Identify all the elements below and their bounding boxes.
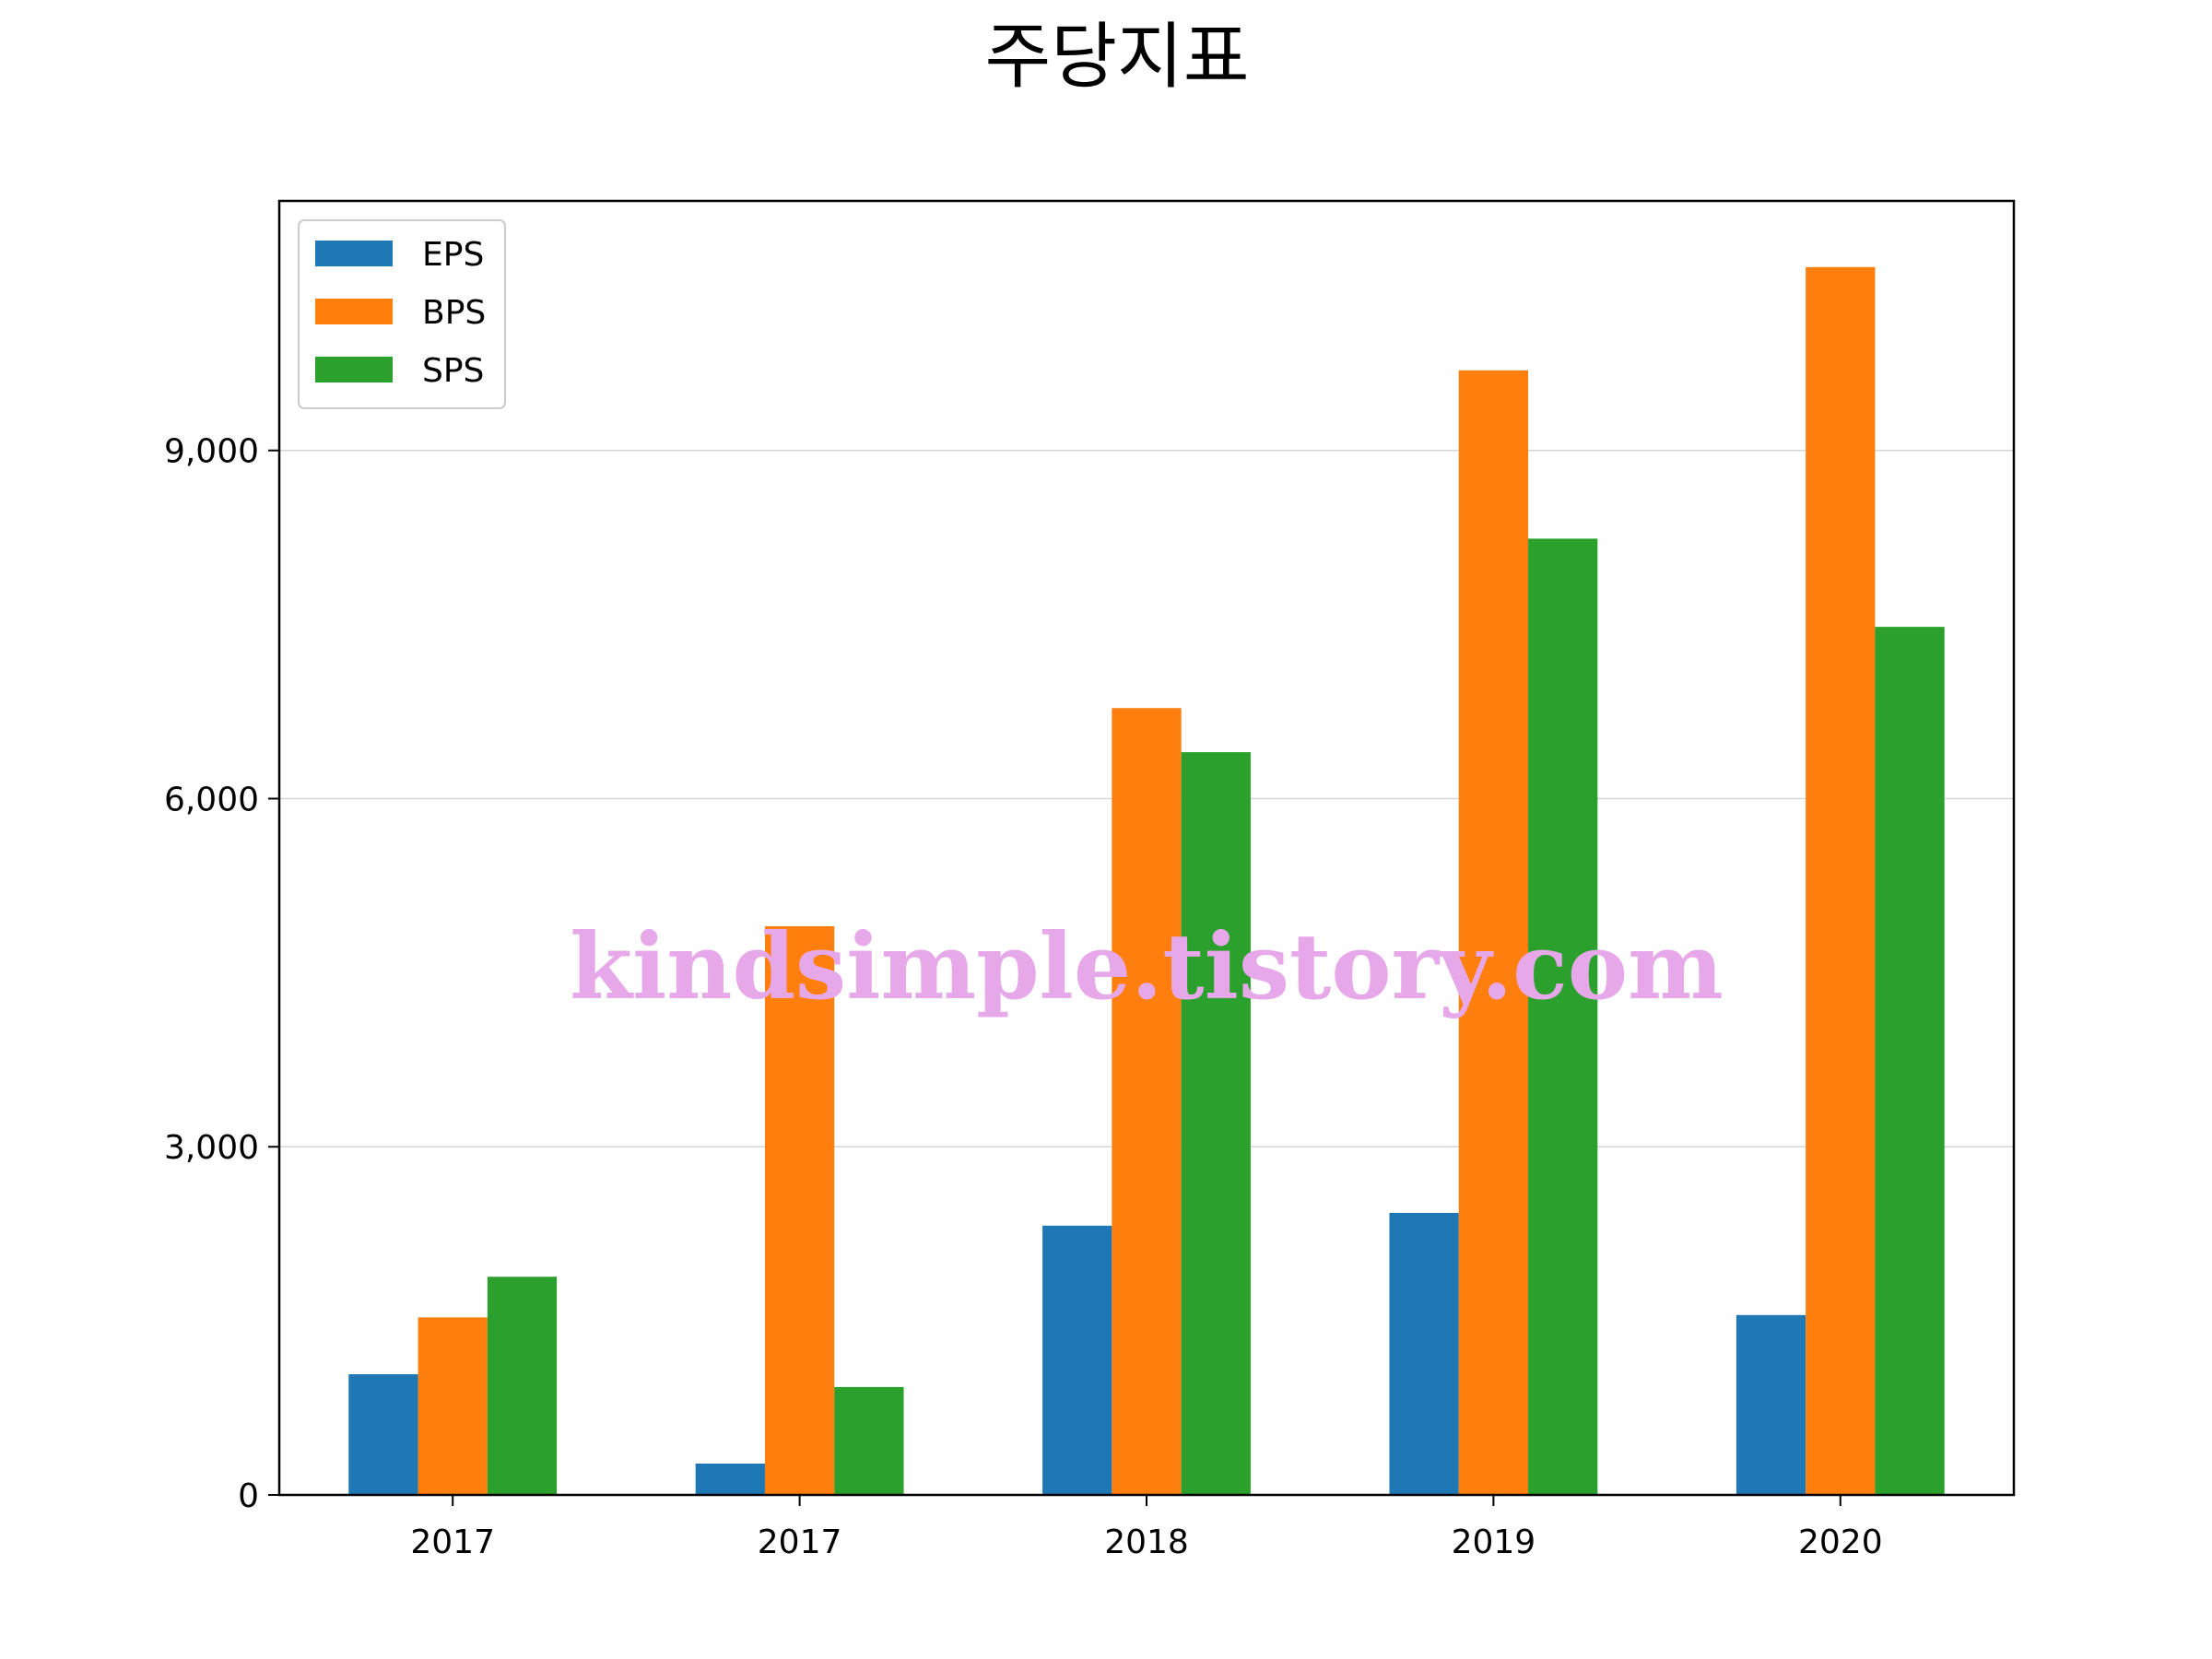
bar-eps <box>695 1464 765 1495</box>
bar-sps <box>1875 627 1945 1495</box>
bar-sps <box>487 1277 558 1495</box>
watermark: kindsimple.tistory.com <box>570 914 1724 1020</box>
bar-sps <box>834 1386 904 1495</box>
y-axis: 0 3,000 6,000 9,000 <box>164 433 279 1515</box>
legend-swatch-sps <box>315 357 393 382</box>
x-axis: 2017 2017 2018 2019 2020 <box>410 1495 1883 1561</box>
y-tick-label: 3,000 <box>164 1129 259 1167</box>
x-tick-label: 2020 <box>1798 1524 1883 1561</box>
legend-swatch-eps <box>315 241 393 266</box>
bar-eps <box>1389 1213 1459 1495</box>
bar-sps <box>1528 538 1598 1496</box>
bar-sps <box>1181 752 1251 1495</box>
bar-eps <box>1042 1225 1112 1495</box>
bar-bps <box>764 925 835 1495</box>
legend-label-bps: BPS <box>422 294 486 332</box>
y-tick-label: 9,000 <box>164 433 259 471</box>
bar-bps <box>1112 708 1182 1495</box>
legend-label-eps: EPS <box>422 236 484 274</box>
legend-swatch-bps <box>315 299 393 324</box>
x-tick-label: 2019 <box>1452 1524 1536 1561</box>
bar-bps <box>418 1317 488 1495</box>
bar-bps <box>1806 266 1876 1496</box>
chart-title: 주당지표 <box>984 16 1249 99</box>
bar-bps <box>1458 370 1529 1495</box>
bar-eps <box>348 1374 418 1495</box>
y-tick-label: 0 <box>238 1477 259 1515</box>
x-tick-label: 2017 <box>410 1524 495 1561</box>
y-tick-label: 6,000 <box>164 781 259 818</box>
bars <box>348 266 1945 1496</box>
legend: EPS BPS SPS <box>298 219 506 409</box>
x-tick-label: 2017 <box>758 1524 842 1561</box>
bar-eps <box>1735 1314 1806 1495</box>
x-tick-label: 2018 <box>1104 1524 1189 1561</box>
legend-label-sps: SPS <box>422 352 484 390</box>
